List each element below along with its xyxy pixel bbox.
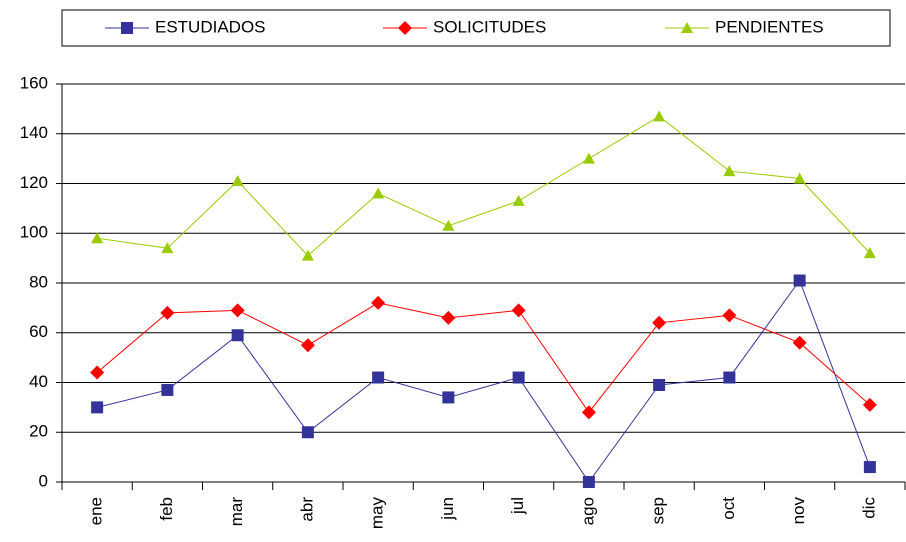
point [161, 242, 174, 254]
point [300, 338, 315, 353]
series-line [96, 302, 871, 414]
point [723, 371, 736, 384]
point [301, 426, 314, 439]
point [442, 391, 455, 404]
point [371, 295, 386, 310]
point [723, 165, 736, 177]
y-tick-label: 160 [20, 73, 48, 92]
point [653, 378, 666, 391]
point [862, 397, 877, 412]
point [301, 249, 314, 261]
point [792, 335, 807, 350]
point [582, 152, 595, 164]
point [793, 172, 806, 184]
x-tick-label: feb [157, 497, 176, 521]
point [231, 329, 244, 342]
x-tick-label: dic [859, 497, 878, 519]
x-tick-label: sep [649, 497, 668, 524]
point [442, 219, 455, 231]
y-tick-label: 20 [29, 422, 48, 441]
point [512, 371, 525, 384]
point [231, 175, 244, 187]
point [91, 401, 104, 414]
point [512, 194, 525, 206]
x-tick-label: jun [438, 497, 457, 521]
series-line [97, 279, 871, 483]
y-tick-label: 120 [20, 173, 48, 192]
x-tick-label: oct [719, 497, 738, 520]
point [652, 315, 667, 330]
x-tick-label: mar [227, 497, 246, 527]
point [722, 308, 737, 323]
point [582, 476, 595, 488]
point [793, 274, 806, 287]
legend-marker [121, 22, 133, 34]
y-tick-label: 140 [20, 123, 48, 142]
x-tick-label: ago [578, 497, 597, 525]
y-tick-label: 40 [29, 372, 48, 391]
point [653, 110, 666, 122]
point [91, 232, 104, 244]
point [441, 310, 456, 325]
point [372, 187, 385, 199]
legend-label: SOLICITUDES [433, 17, 546, 36]
point [863, 247, 876, 259]
legend-label: PENDIENTES [715, 17, 824, 36]
legend-box [61, 9, 891, 47]
point [511, 303, 526, 318]
x-tick-label: ene [87, 497, 106, 525]
y-tick-label: 100 [20, 223, 48, 242]
x-tick-label: abr [297, 497, 316, 522]
legend-marker [398, 21, 412, 35]
x-tick-label: may [368, 497, 387, 530]
point [863, 461, 876, 474]
point [230, 303, 245, 318]
point [90, 365, 105, 380]
series-line [97, 115, 871, 257]
legend-marker [681, 22, 693, 33]
point [581, 405, 596, 420]
y-tick-label: 80 [29, 272, 48, 291]
point [161, 383, 174, 396]
legend-label: ESTUDIADOS [155, 17, 266, 36]
x-tick-label: jul [508, 497, 527, 515]
point [160, 305, 175, 320]
x-tick-label: nov [789, 497, 808, 525]
y-tick-label: 60 [29, 322, 48, 341]
y-tick-label: 0 [39, 471, 48, 490]
point [372, 371, 385, 384]
